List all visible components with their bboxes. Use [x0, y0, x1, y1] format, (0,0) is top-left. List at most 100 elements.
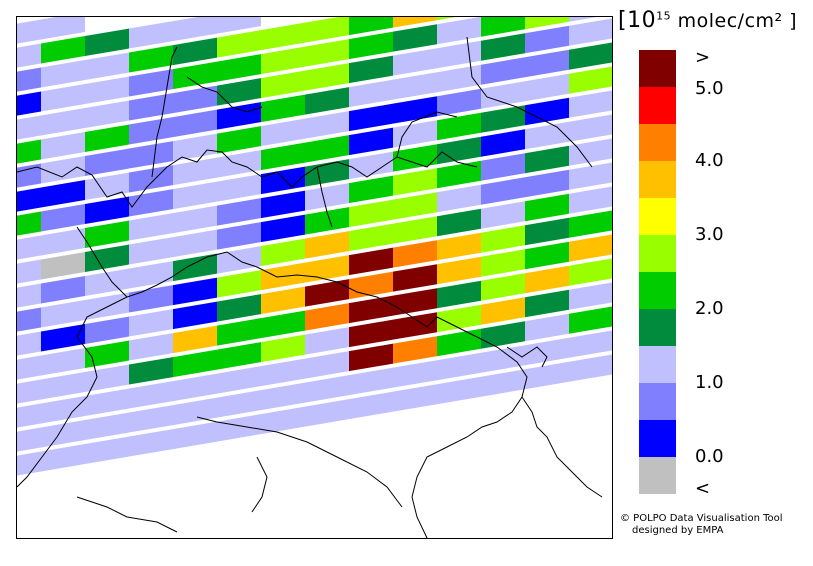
- pixel-cell: [481, 57, 525, 85]
- pixel-cell: [349, 17, 393, 36]
- pixel-cell: [305, 39, 349, 67]
- pixel-cell: [481, 177, 525, 205]
- pixel-cell: [85, 100, 129, 129]
- pixel-cell: [525, 49, 569, 78]
- pixel-cell: [437, 208, 481, 237]
- pixel-cell: [17, 427, 41, 452]
- pixel-cell: [437, 328, 481, 357]
- pixel-cell: [569, 42, 612, 70]
- pixel-cell: [437, 256, 481, 285]
- pixel-cell: [393, 168, 437, 196]
- pixel-cell: [41, 324, 85, 352]
- legend-tick-label: >: [695, 47, 711, 68]
- pixel-cell: [569, 306, 612, 334]
- pixel-cell: [393, 312, 437, 340]
- pixel-cell: [525, 145, 569, 174]
- pixel-cell: [349, 31, 393, 60]
- pixel-cell: [437, 112, 481, 141]
- pixel-cell: [85, 76, 129, 105]
- pixel-cell: [349, 223, 393, 252]
- legend-swatch: [639, 309, 676, 346]
- pixel-cell: [261, 214, 305, 243]
- pixel-cell: [173, 277, 217, 306]
- pixel-cell: [569, 210, 612, 238]
- color-legend: [639, 50, 676, 494]
- legend-swatch: [639, 198, 676, 235]
- pixel-cell: [349, 247, 393, 276]
- pixel-cell: [129, 45, 173, 73]
- country-borders-coastline: [17, 36, 603, 538]
- pixel-cell: [261, 358, 305, 387]
- pixel-cell: [305, 207, 349, 235]
- pixel-cell: [525, 97, 569, 126]
- pixel-cell: [85, 268, 129, 297]
- pixel-cell: [261, 286, 305, 315]
- pixel-cell: [261, 142, 305, 171]
- pixel-cell: [217, 342, 261, 370]
- pixel-cell: [261, 94, 305, 123]
- pixel-cell: [17, 19, 41, 44]
- pixel-cell: [349, 55, 393, 84]
- pixel-cell: [437, 17, 481, 45]
- pixel-cell: [481, 369, 525, 397]
- pixel-cell: [173, 373, 217, 402]
- pixel-cell: [129, 381, 173, 409]
- pixel-cell: [17, 115, 41, 140]
- pixel-cell: [569, 18, 612, 46]
- legend-swatch: [639, 50, 676, 87]
- pixel-cell: [437, 64, 481, 93]
- pixel-cell: [437, 376, 481, 405]
- pixel-cell: [569, 330, 612, 358]
- pixel-cell: [217, 294, 261, 322]
- pixel-cell: [41, 156, 85, 184]
- pixel-cell: [393, 48, 437, 76]
- pixel-cell: [305, 159, 349, 187]
- pixel-cell: [393, 17, 437, 28]
- pixel-cell: [17, 91, 41, 116]
- pixel-cell: [261, 334, 305, 363]
- legend-swatch: [639, 124, 676, 161]
- pixel-cell: [85, 196, 129, 225]
- pixel-cell: [481, 105, 525, 133]
- legend-swatch: [639, 87, 676, 124]
- pixel-cell: [481, 201, 525, 229]
- pixel-cell: [17, 235, 41, 260]
- legend-swatch: [639, 346, 676, 383]
- pixel-cell: [305, 279, 349, 307]
- pixel-cell: [261, 310, 305, 339]
- pixel-cell: [393, 384, 437, 412]
- pixel-cell: [129, 213, 173, 241]
- pixel-cell: [129, 141, 173, 169]
- legend-tick-label: <: [695, 478, 711, 499]
- pixel-cell: [305, 135, 349, 163]
- legend-tick-label: 3.0: [695, 224, 724, 245]
- pixel-cell: [393, 96, 437, 124]
- pixel-cell: [217, 270, 261, 298]
- pixel-cell: [173, 229, 217, 258]
- pixel-cell: [217, 198, 261, 226]
- pixel-cell: [349, 175, 393, 204]
- legend-swatch: [639, 161, 676, 198]
- pixel-cell: [349, 391, 393, 420]
- map-frame: [16, 16, 613, 539]
- pixel-cell: [129, 69, 173, 97]
- pixel-cell: [437, 304, 481, 333]
- pixel-cell: [349, 295, 393, 324]
- pixel-cell: [217, 126, 261, 154]
- pixel-cell: [85, 28, 129, 57]
- pixel-cell: [437, 232, 481, 261]
- pixel-cell: [41, 36, 85, 64]
- legend-tick-label: 2.0: [695, 298, 724, 319]
- pixel-cell: [17, 379, 41, 404]
- pixel-cell: [129, 429, 173, 457]
- pixel-cell: [17, 403, 41, 428]
- pixel-cell: [349, 79, 393, 108]
- pixel-cell: [569, 186, 612, 214]
- pixel-cell: [129, 237, 173, 265]
- credit-text: © POLPO Data Visualisation Tool designed…: [620, 513, 783, 537]
- pixel-cell: [129, 333, 173, 361]
- pixel-cell: [437, 352, 481, 381]
- legend-swatch: [639, 272, 676, 309]
- legend-tick-label: 5.0: [695, 78, 724, 99]
- legend-tick-label: 1.0: [695, 372, 724, 393]
